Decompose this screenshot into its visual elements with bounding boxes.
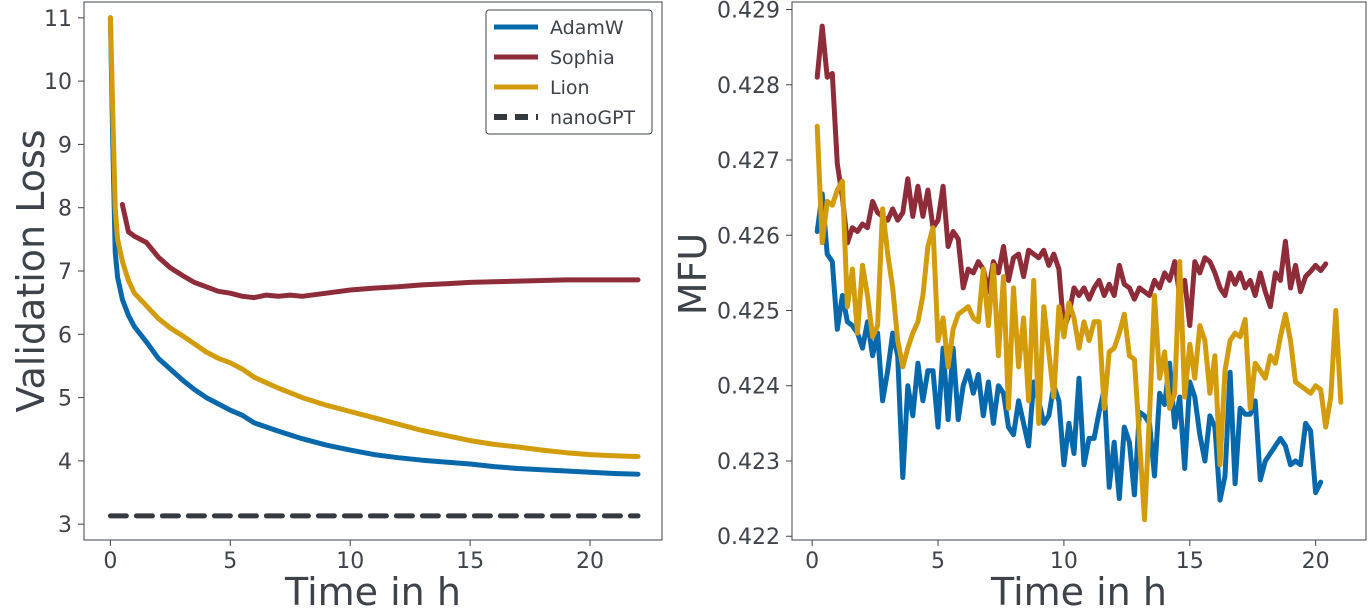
x-tick-label: 20: [576, 549, 604, 574]
y-tick-label: 0.427: [717, 149, 780, 174]
series-line-sophia: [119, 202, 641, 301]
legend-label-adamw: AdamW: [550, 17, 624, 39]
validation-loss-panel: 0 5 10 15 20 3 4 5 6 7 8 9 10 11 Time in h Validation L…: [9, 1, 663, 614]
series-line-sophia: [814, 23, 1329, 332]
y-tick-label: 0.424: [717, 375, 780, 400]
series-line-adamw: [107, 15, 641, 477]
series-line-adamw: [814, 191, 1324, 503]
x-axis-title: Time in h: [990, 570, 1167, 614]
legend-label-nanogpt: nanoGPT: [550, 107, 636, 129]
y-tick-label: 0.425: [717, 300, 780, 325]
plot-frame: [791, 1, 1367, 541]
mfu-panel: 0 5 10 15 20 0.422 0.423 0.424 0.425 0.426 0.427 0.…: [671, 0, 1367, 614]
y-tick-label: 0.428: [717, 74, 780, 99]
legend-box: [485, 9, 653, 135]
x-axis-title: Time in h: [284, 570, 461, 614]
x-tick-label: 15: [456, 549, 484, 574]
legend: AdamW Sophia Lion nanoGPT: [485, 9, 653, 135]
x-tick-label: 5: [223, 549, 237, 574]
y-tick-label: 5: [58, 387, 72, 412]
x-tick-label: 15: [1176, 549, 1204, 574]
y-tick-label: 11: [44, 7, 72, 32]
x-tick-label: 5: [931, 549, 945, 574]
y-tick-label: 6: [58, 323, 72, 348]
x-tick-label: 10: [336, 549, 364, 574]
y-tick-label: 8: [58, 197, 72, 222]
y-tick-label: 10: [44, 70, 72, 95]
legend-label-lion: Lion: [550, 77, 590, 99]
series-line-lion: [814, 123, 1344, 523]
y-tick-label: 0.429: [717, 0, 780, 24]
y-tick-label: 4: [58, 450, 72, 475]
y-tick-label: 0.426: [717, 224, 780, 249]
y-axis-title: MFU: [671, 233, 715, 315]
x-tick-label: 0: [103, 549, 117, 574]
x-tick-label: 10: [1050, 549, 1078, 574]
y-tick-label: 0.422: [717, 525, 780, 550]
y-tick-label: 9: [58, 133, 72, 158]
x-tick-label: 0: [805, 549, 819, 574]
y-tick-label: 0.423: [717, 450, 780, 475]
legend-label-sophia: Sophia: [550, 47, 615, 69]
series-line-lion: [107, 15, 641, 459]
y-axis-title: Validation Loss: [9, 129, 53, 412]
x-tick-label: 20: [1302, 549, 1330, 574]
y-tick-label: 7: [58, 260, 72, 285]
y-tick-label: 3: [58, 513, 72, 538]
